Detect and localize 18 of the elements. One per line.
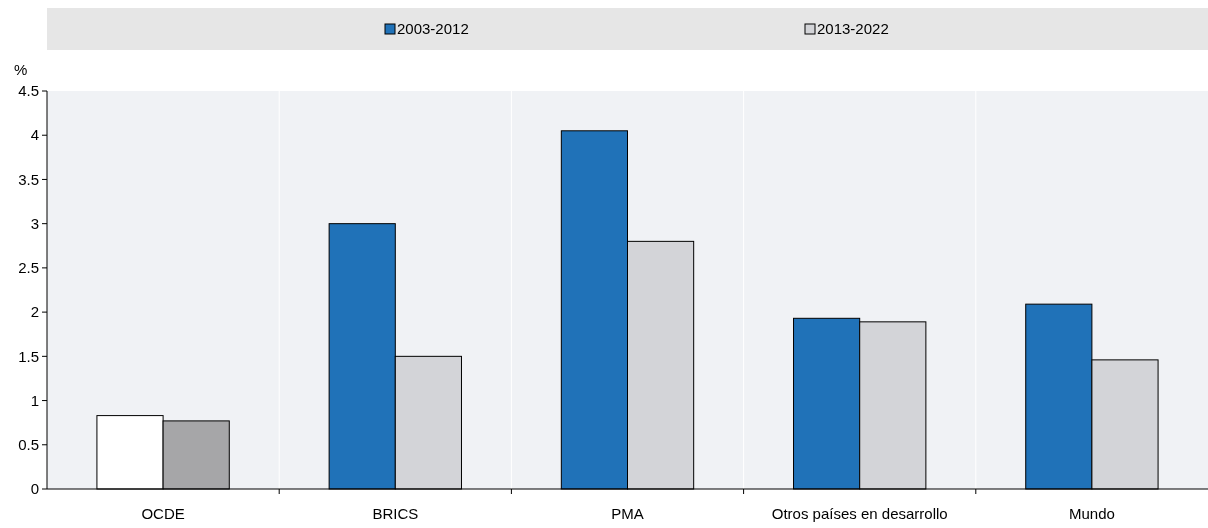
- y-axis-title: %: [14, 61, 28, 78]
- y-tick-label: 1: [30, 391, 39, 409]
- y-tick-label: 3: [30, 214, 39, 232]
- x-tick-label: Otros países en desarrollo: [771, 505, 948, 522]
- legend-label: 2013-2022: [817, 20, 889, 37]
- legend-label: 2003-2012: [397, 20, 469, 37]
- x-tick-label: BRICS: [372, 505, 419, 522]
- y-tick-label: 3.5: [18, 170, 39, 188]
- y-tick-label: 2: [30, 303, 39, 321]
- y-tick-label: 4.5: [18, 82, 39, 100]
- x-tick-label: PMA: [611, 505, 644, 522]
- x-tick-label: OCDE: [141, 505, 185, 522]
- y-tick-label: 1.5: [18, 347, 39, 365]
- y-tick-label: 0: [30, 480, 39, 498]
- y-tick-label: 4: [30, 126, 39, 144]
- x-tick-label: Mundo: [1068, 505, 1115, 522]
- y-tick-label: 2.5: [18, 259, 39, 277]
- y-tick-label: 0.5: [18, 436, 39, 454]
